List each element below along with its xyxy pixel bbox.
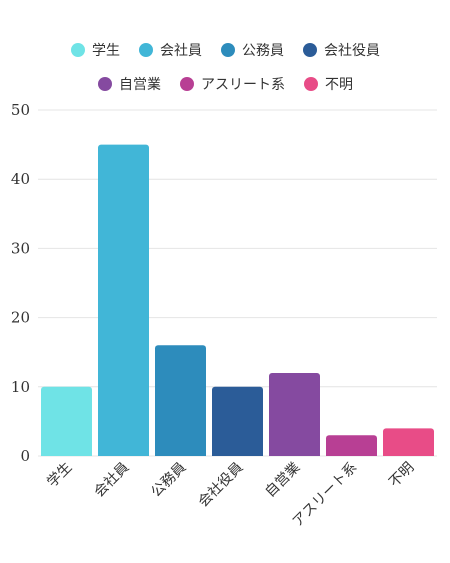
y-tick-label: 30 (11, 239, 30, 257)
legend-label: 会社員 (160, 43, 202, 59)
legend-label: 会社役員 (324, 43, 380, 59)
legend-item[interactable]: 会社員 (139, 43, 202, 59)
legend-item[interactable]: 会社役員 (303, 43, 380, 59)
bar-base (212, 452, 263, 456)
legend-label: 不明 (325, 77, 353, 93)
x-tick-label: 不明 (386, 460, 417, 491)
bar-4 (212, 386, 263, 456)
bar-base (326, 452, 377, 456)
legend-item[interactable]: 公務員 (221, 43, 284, 59)
legend-swatch (303, 43, 317, 57)
legend-label: 学生 (92, 43, 120, 59)
y-tick-label: 40 (11, 170, 30, 188)
bar-base (41, 452, 92, 456)
legend-label: 公務員 (242, 43, 284, 59)
x-tick-label: 公務員 (148, 460, 189, 501)
legend-swatch (139, 43, 153, 57)
legend-swatch (98, 77, 112, 91)
x-tick-label: 学生 (44, 460, 75, 491)
legend-label: アスリート系 (201, 77, 285, 93)
bar-2 (98, 144, 149, 456)
legend-swatch (221, 43, 235, 57)
y-tick-label: 0 (20, 447, 30, 465)
legend-item[interactable]: 自営業 (98, 77, 161, 93)
bar-1 (41, 386, 92, 456)
y-axis: 0 10 20 30 40 50 (11, 101, 30, 465)
bar-7 (383, 428, 434, 456)
x-tick-label: 自営業 (262, 460, 303, 501)
legend-item[interactable]: アスリート系 (180, 77, 285, 93)
legend-item[interactable]: 不明 (304, 77, 353, 93)
bar-base (155, 452, 206, 456)
bar-base (383, 452, 434, 456)
bar-6 (326, 435, 377, 456)
bar-3 (155, 345, 206, 456)
bar-base (269, 452, 320, 456)
bars (41, 144, 434, 456)
legend-item[interactable]: 学生 (71, 43, 120, 59)
y-tick-label: 20 (11, 309, 30, 327)
x-tick-label: 会社役員 (195, 460, 246, 511)
y-tick-label: 10 (11, 378, 30, 396)
legend-swatch (180, 77, 194, 91)
legend-swatch (71, 43, 85, 57)
legend-swatch (304, 77, 318, 91)
x-tick-label: 会社員 (91, 460, 132, 501)
legend-label: 自営業 (119, 77, 161, 93)
bar-base (98, 452, 149, 456)
bar-5 (269, 372, 320, 456)
y-tick-label: 50 (11, 101, 30, 119)
